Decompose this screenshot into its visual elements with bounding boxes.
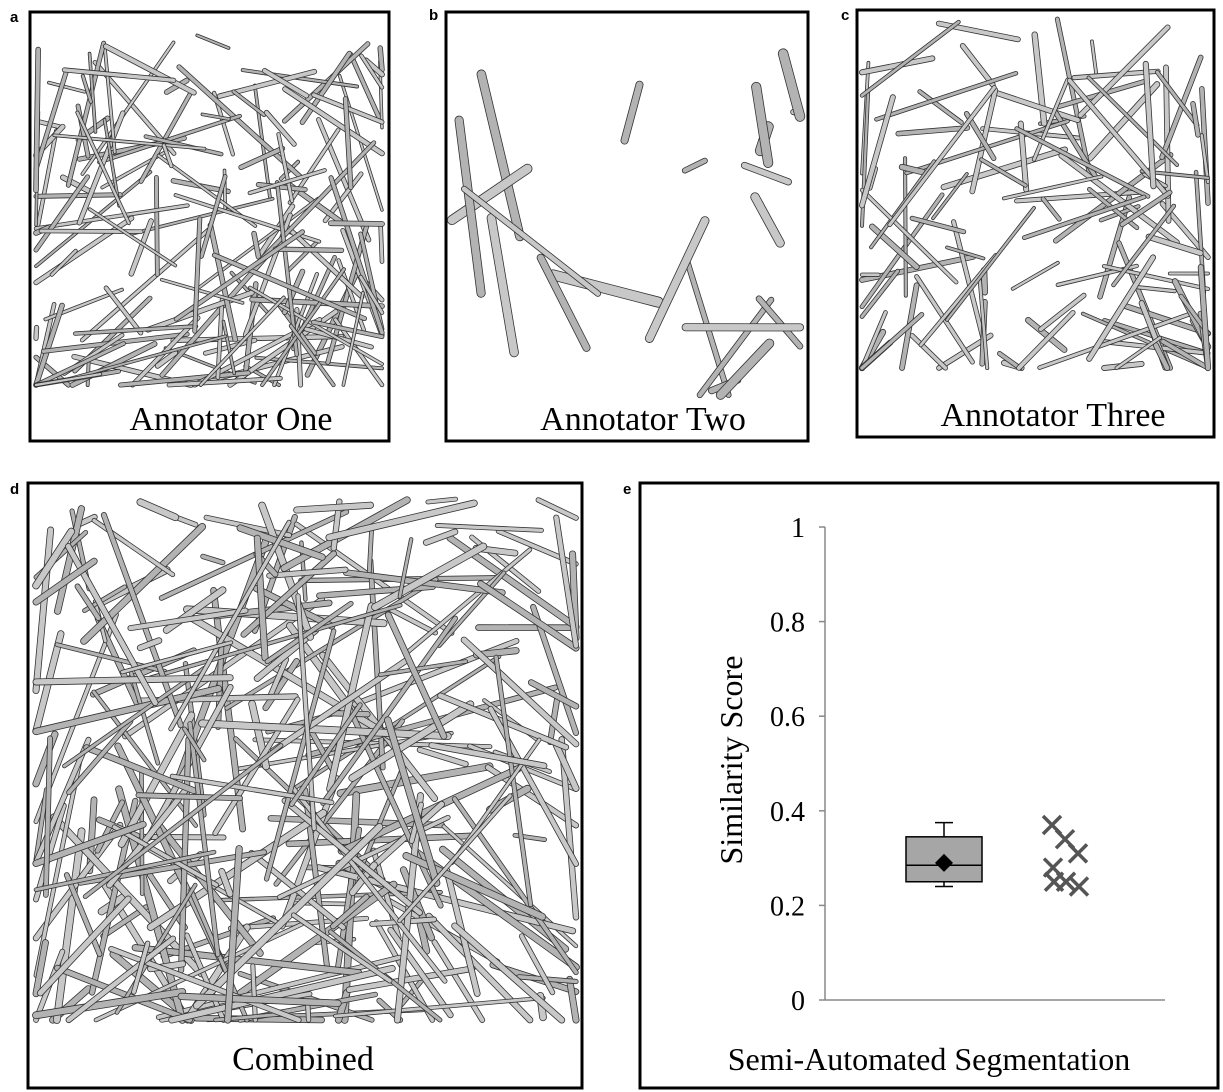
fiber [491,218,514,353]
panel-letter: e [623,481,631,498]
y-tick-label: 0 [791,986,805,1017]
fiber [933,174,967,218]
fiber [36,50,38,191]
panel-caption: Annotator Three [940,397,1165,434]
panel-caption: Annotator One [129,401,332,438]
fiber [289,242,317,270]
y-tick-label: 0.2 [770,891,805,922]
data-point [1069,844,1087,862]
fiber [275,249,341,250]
page: {"panels": [ {"letter": "a", "caption": … [0,0,1223,1092]
fiber [285,89,382,153]
fiber [685,161,705,171]
fiber [148,293,252,330]
fiber [83,76,91,102]
data-point [1045,873,1063,891]
fiber [331,223,382,224]
fiber [269,570,345,576]
fiber [905,158,906,295]
panel-frame [446,12,808,441]
fiber [481,74,520,236]
panel-letter: d [10,481,19,498]
fiber [759,299,800,347]
fiber [36,328,37,339]
fiber [36,195,120,197]
panel-letter: c [841,7,849,24]
fiber [197,35,228,48]
panel-letter: a [10,9,19,26]
figure: a b c d e Annotator One Annotator Two An… [0,0,1223,1092]
box-plot: 0 0.2 0.4 0.6 0.8 1 [770,513,1165,1017]
fiber [1013,263,1058,289]
fiber-images [36,19,1208,1020]
fiber [963,46,993,85]
y-tick-label: 0.8 [770,608,805,639]
x-axis-label: Semi-Automated Segmentation [728,1041,1131,1077]
panel-caption: Combined [232,1041,374,1078]
fiber [912,336,945,368]
fiber [1043,199,1059,219]
y-tick-label: 0.4 [770,797,805,828]
fiber [744,165,788,181]
fiber [541,258,587,348]
fiber [553,275,658,302]
y-tick-label: 1 [791,513,805,544]
fiber [380,48,382,70]
fiber [464,189,598,294]
fiber [1193,104,1198,135]
fiber [234,92,264,115]
fiber [381,224,382,261]
fiber [649,221,704,339]
fiber [947,208,1034,320]
fiber [140,641,159,648]
fiber [36,530,51,691]
fiber [254,234,258,257]
fiber [49,83,85,92]
fiber [570,979,576,1020]
fiber [755,197,780,243]
panel-letter: b [429,7,438,24]
fiber [783,54,800,117]
fiber [52,251,76,275]
fiber [625,85,640,141]
fiber [290,130,338,203]
fiber [140,502,175,517]
y-axis-label: Similarity Score [713,656,749,865]
panel-caption: Annotator Two [540,401,746,438]
y-tick-label: 0.6 [770,702,805,733]
fiber [156,177,157,274]
fiber [862,22,959,95]
fiber [721,343,770,395]
